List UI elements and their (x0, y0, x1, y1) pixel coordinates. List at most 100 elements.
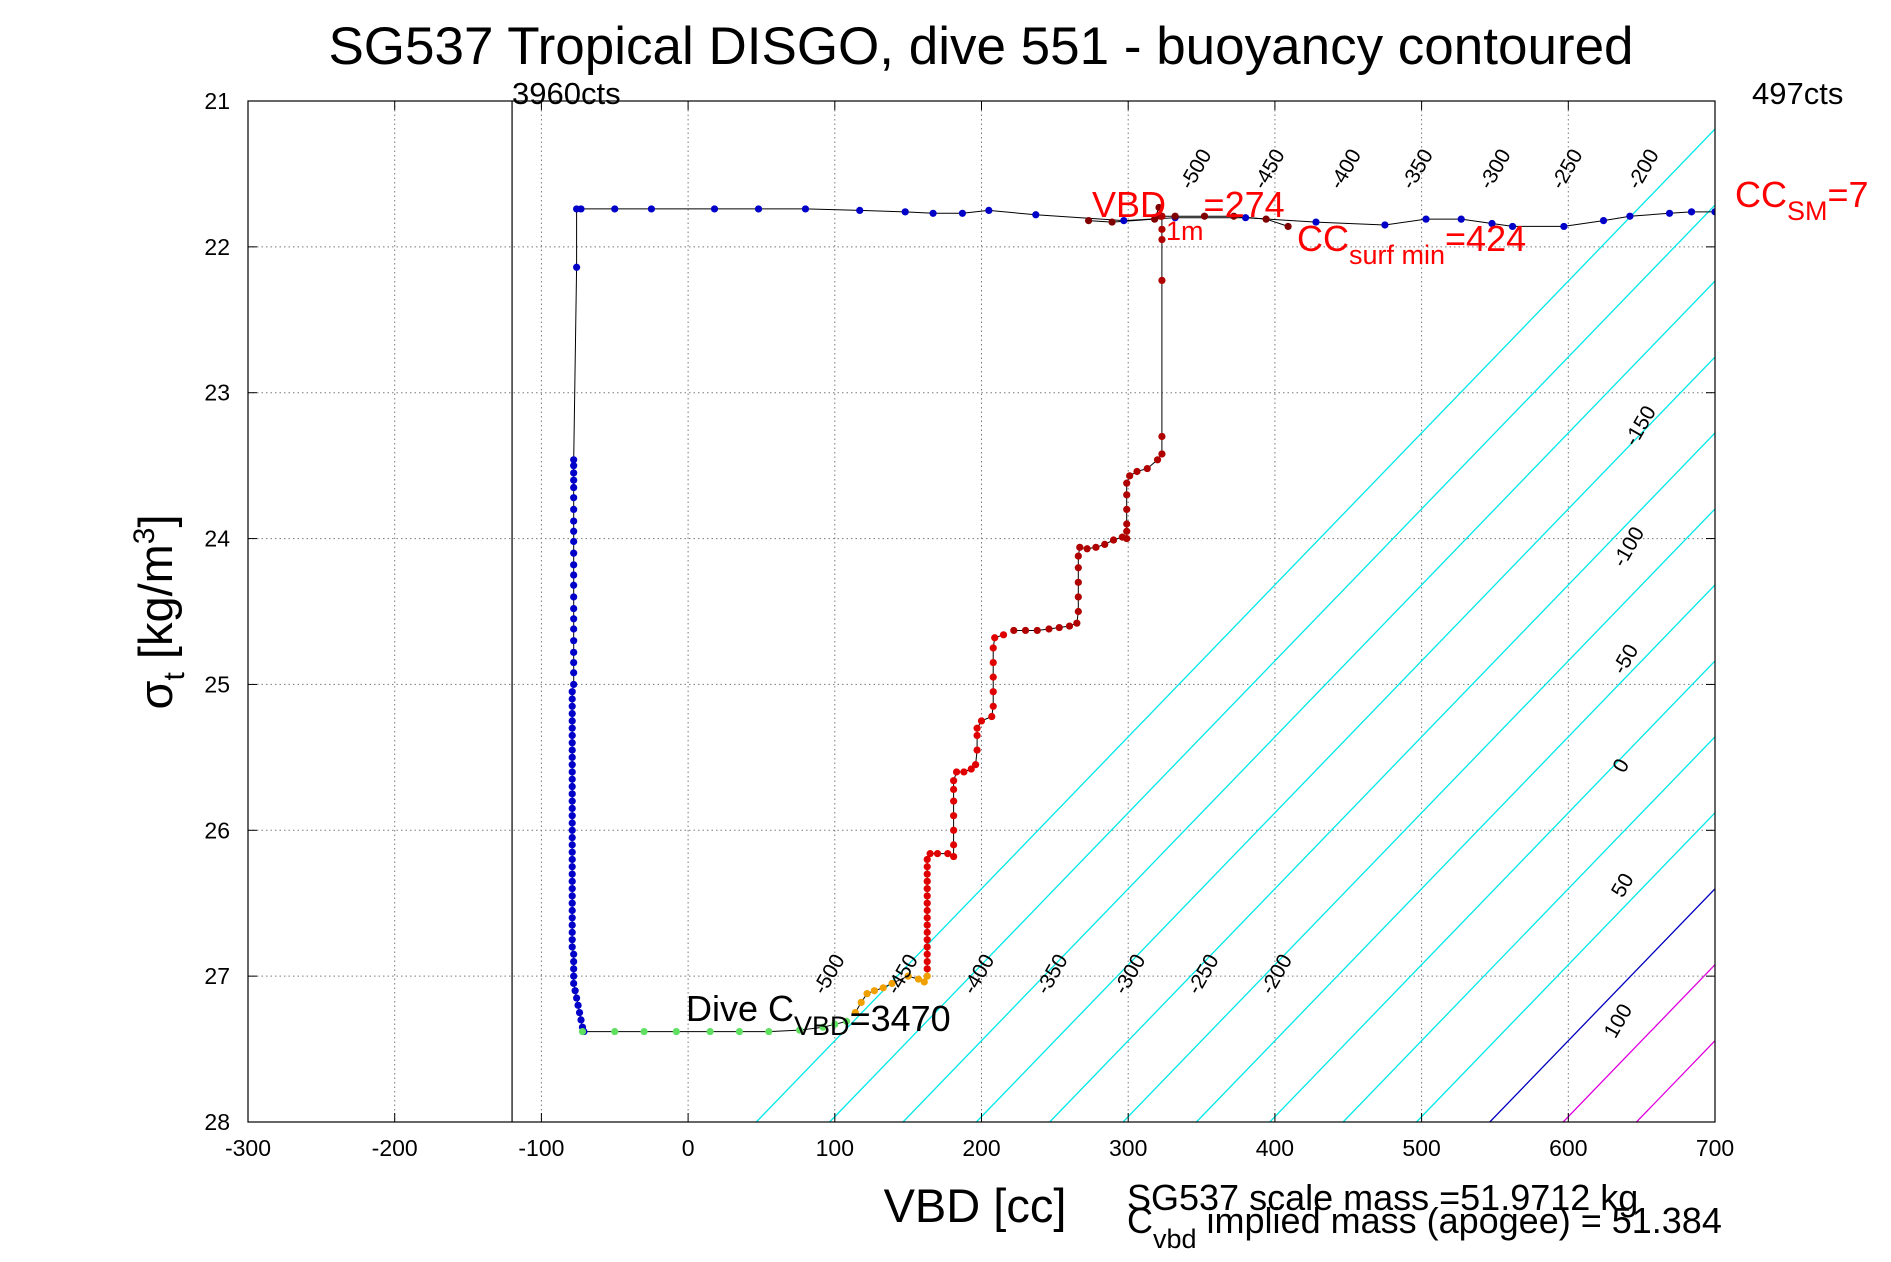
dive-data-point (570, 476, 578, 484)
dive-data-point (568, 921, 576, 929)
dive-data-point (570, 615, 578, 623)
dive-data-point (1123, 479, 1131, 487)
dive-data-point (923, 892, 931, 900)
vbd-1m-value: =274 (1204, 184, 1285, 225)
dive-data-point (1120, 217, 1128, 225)
dive-data-point (923, 863, 931, 871)
chart-title: SG537 Tropical DISGO, dive 551 - buoyanc… (328, 17, 1633, 76)
dive-data-point (568, 797, 576, 805)
dive-data-point (1076, 543, 1084, 551)
dive-data-point (574, 1001, 582, 1009)
top-right-count-label: 497cts (1752, 76, 1843, 111)
dive-data-point (1158, 432, 1166, 441)
dive-data-point (706, 1027, 714, 1036)
dive-data-point (904, 972, 912, 980)
dive-data-point (1010, 626, 1018, 635)
dive-data-point (1133, 467, 1141, 476)
dive-data-point (568, 863, 576, 871)
dive-data-point (570, 658, 578, 667)
buoyancy-contour-line (1195, 583, 1715, 1122)
dive-data-point (888, 979, 896, 988)
dive-data-point (1074, 552, 1082, 560)
buoyancy-contour-line (1049, 432, 1715, 1122)
dive-data-point (570, 571, 578, 579)
y-tick-label: 22 (204, 234, 230, 260)
dive-data-point (570, 625, 578, 633)
buoyancy-contour-line (1489, 887, 1715, 1122)
dive-data-point (573, 263, 581, 271)
dive-data-point (1065, 622, 1074, 630)
dive-data-point (570, 549, 578, 557)
dive-data-point (568, 928, 576, 936)
dive-data-point (923, 957, 931, 966)
y-tick-label: 25 (204, 671, 230, 697)
dive-data-point (950, 785, 958, 794)
dive-data-point (973, 746, 981, 754)
dive-data-point (831, 1020, 839, 1028)
dive-data-point (1665, 209, 1674, 217)
dive-data-point (710, 205, 719, 213)
dive-data-point (568, 746, 576, 754)
dive-data-point (570, 581, 578, 589)
dive-data-point (950, 852, 958, 861)
dive-data-point (568, 841, 576, 849)
vbd-1m-subscript: 1m (1166, 216, 1204, 246)
dive-data-point (568, 848, 576, 856)
dive-series (568, 203, 1715, 1036)
cc-sm-annotation: CCSM=7 (1735, 174, 1869, 226)
dive-data-point (1021, 626, 1030, 635)
dive-data-point (958, 209, 967, 217)
buoyancy-contour-line (1415, 811, 1715, 1122)
dive-data-point (842, 1017, 851, 1025)
cc-sm-value: =7 (1828, 174, 1869, 215)
y-tick-label: 26 (204, 817, 230, 843)
dive-data-point (568, 855, 576, 864)
dive-c-main: Dive C (686, 988, 794, 1029)
dive-data-point (988, 712, 996, 721)
dive-data-point (568, 877, 576, 885)
dive-data-point (570, 483, 578, 492)
cc-surf-main: CC (1297, 218, 1349, 259)
x-tick-label: 700 (1696, 1135, 1734, 1161)
dive-data-point (570, 950, 578, 958)
dive-c-value: =3470 (850, 998, 951, 1039)
y-axis-label-subscript: t (158, 672, 191, 681)
buoyancy-contour-line (829, 204, 1715, 1122)
dive-data-point (568, 702, 576, 710)
dive-data-point (1074, 564, 1082, 572)
dive-data-point (1687, 208, 1696, 216)
dive-data-point (568, 782, 576, 791)
dive-data-point (568, 775, 576, 783)
dive-data-point (1123, 534, 1131, 543)
dive-data-point (952, 768, 961, 776)
dive-data-point (568, 695, 576, 703)
dive-data-point (570, 979, 578, 988)
dive-data-point (1381, 221, 1389, 229)
dive-data-point (923, 921, 931, 929)
buoyancy-contour-line (1269, 659, 1715, 1122)
dive-data-point (1158, 450, 1166, 458)
dive-data-point (568, 717, 576, 725)
x-tick-label: 600 (1549, 1135, 1587, 1161)
buoyancy-contours (755, 128, 1715, 1122)
cc-surf-min-annotation: CCsurf min=424 (1297, 218, 1526, 270)
dive-data-point (568, 739, 576, 747)
dive-data-point (568, 826, 576, 834)
dive-data-point (1143, 464, 1151, 473)
dive-data-point (985, 206, 993, 214)
dive-data-point (1073, 619, 1081, 627)
dive-data-point (568, 885, 576, 893)
y-tick-label: 27 (204, 963, 230, 989)
dive-data-point (570, 637, 578, 645)
y-axis-label-superscript: 3 (128, 528, 161, 545)
dive-data-point (950, 841, 958, 849)
dive-data-point (851, 1009, 859, 1017)
dive-data-point (1074, 578, 1082, 586)
dive-data-point (1560, 222, 1568, 231)
dive-data-point (1158, 276, 1166, 285)
dive-data-point (573, 205, 581, 213)
dive-data-point (640, 1027, 648, 1036)
dive-data-point (923, 885, 931, 893)
x-tick-label: 500 (1402, 1135, 1440, 1161)
dive-data-point (923, 936, 931, 944)
